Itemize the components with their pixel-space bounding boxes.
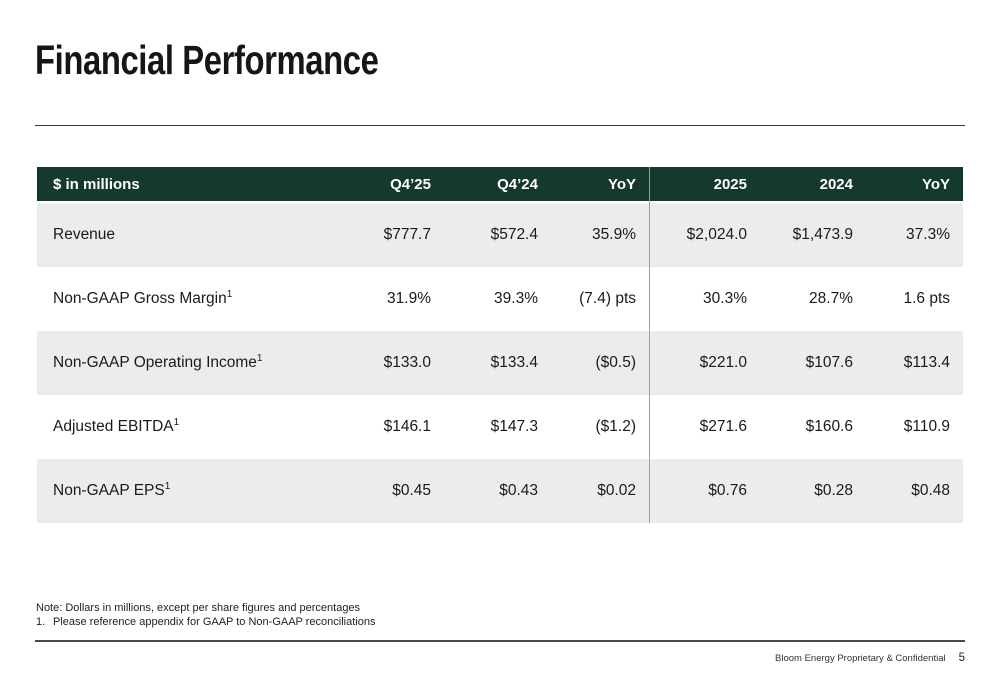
header-cell-units: $ in millions [53,175,140,193]
row-label-text: Revenue [53,226,116,243]
cell-value: $1,473.9 [792,226,853,243]
note-line-2: 1. Please reference appendix for GAAP to … [36,615,375,629]
header-cell-yoy-quarter: YoY [607,175,636,193]
row-label: Adjusted EBITDA1 [37,416,343,436]
quarter-annual-divider [649,167,650,523]
cell-value: $107.6 [805,354,853,371]
cell-value: 39.3% [494,290,538,307]
row-label: Non-GAAP Gross Margin1 [37,288,343,308]
cell-value: $113.4 [903,354,950,371]
footnote-marker: 1 [164,480,171,492]
footnote-marker: 1 [256,352,263,364]
footnote-marker: 1 [173,416,180,428]
row-label-text: Non-GAAP EPS [53,482,165,499]
cell-value: 37.3% [906,226,950,243]
cell-value: $133.4 [490,354,538,371]
cell-value: (7.4) pts [579,290,636,307]
cell-value: $110.9 [903,418,950,435]
cell-value: $221.0 [699,354,747,371]
row-label: Revenue [37,226,343,244]
row-label: Non-GAAP Operating Income1 [37,352,343,372]
header-cell-q424: Q4’24 [497,175,538,193]
cell-value: $0.02 [597,482,636,499]
financial-table: $ in millions Q4’25 Q4’24 YoY 2025 2024 … [37,167,963,523]
footnote-marker: 1 [226,288,233,300]
cell-value: $572.4 [490,226,538,243]
table-row-eps: Non-GAAP EPS1 $0.45 $0.43 $0.02 $0.76 $0… [37,459,963,523]
cell-value: $0.76 [708,482,747,499]
footer-rule [35,640,965,642]
page-title: Financial Performance [35,37,379,83]
row-label-text: Adjusted EBITDA [53,418,174,435]
cell-value: $0.45 [392,482,431,499]
cell-value: $777.7 [383,226,431,243]
cell-value: $146.1 [383,418,431,435]
cell-value: 30.3% [703,290,747,307]
header-cell-q425: Q4’25 [390,175,431,193]
note-number: 1. [36,616,46,628]
page-number: 5 [958,652,965,664]
cell-value: $2,024.0 [686,226,747,243]
confidentiality-label: Bloom Energy Proprietary & Confidential [775,653,946,664]
cell-value: $160.6 [805,418,853,435]
cell-value: $0.28 [814,482,853,499]
cell-value: ($0.5) [595,354,637,371]
footnotes: Note: Dollars in millions, except per sh… [36,601,375,629]
cell-value: $133.0 [383,354,431,371]
cell-value: $271.6 [699,418,747,435]
header-cell-2024: 2024 [819,175,853,193]
cell-value: ($1.2) [595,418,637,435]
note-text: Please reference appendix for GAAP to No… [53,616,376,628]
footer: Bloom Energy Proprietary & Confidential … [775,652,965,664]
row-label-text: Non-GAAP Gross Margin [53,290,227,307]
table-row-gross-margin: Non-GAAP Gross Margin1 31.9% 39.3% (7.4)… [37,267,963,331]
note-line-1: Note: Dollars in millions, except per sh… [36,602,361,614]
cell-value: 1.6 pts [903,290,950,307]
table-header-row: $ in millions Q4’25 Q4’24 YoY 2025 2024 … [37,167,963,201]
cell-value: $147.3 [490,418,538,435]
row-label-text: Non-GAAP Operating Income [53,354,257,371]
table-row-revenue: Revenue $777.7 $572.4 35.9% $2,024.0 $1,… [37,203,963,267]
cell-value: 35.9% [592,226,636,243]
header-cell-2025: 2025 [713,175,747,193]
table-row-operating-income: Non-GAAP Operating Income1 $133.0 $133.4… [37,331,963,395]
cell-value: $0.48 [911,482,950,499]
cell-value: $0.43 [499,482,538,499]
cell-value: 28.7% [809,290,853,307]
title-rule [35,125,965,126]
header-cell-yoy-annual: YoY [921,175,950,193]
row-label: Non-GAAP EPS1 [37,480,343,500]
cell-value: 31.9% [387,290,431,307]
table-row-adjusted-ebitda: Adjusted EBITDA1 $146.1 $147.3 ($1.2) $2… [37,395,963,459]
